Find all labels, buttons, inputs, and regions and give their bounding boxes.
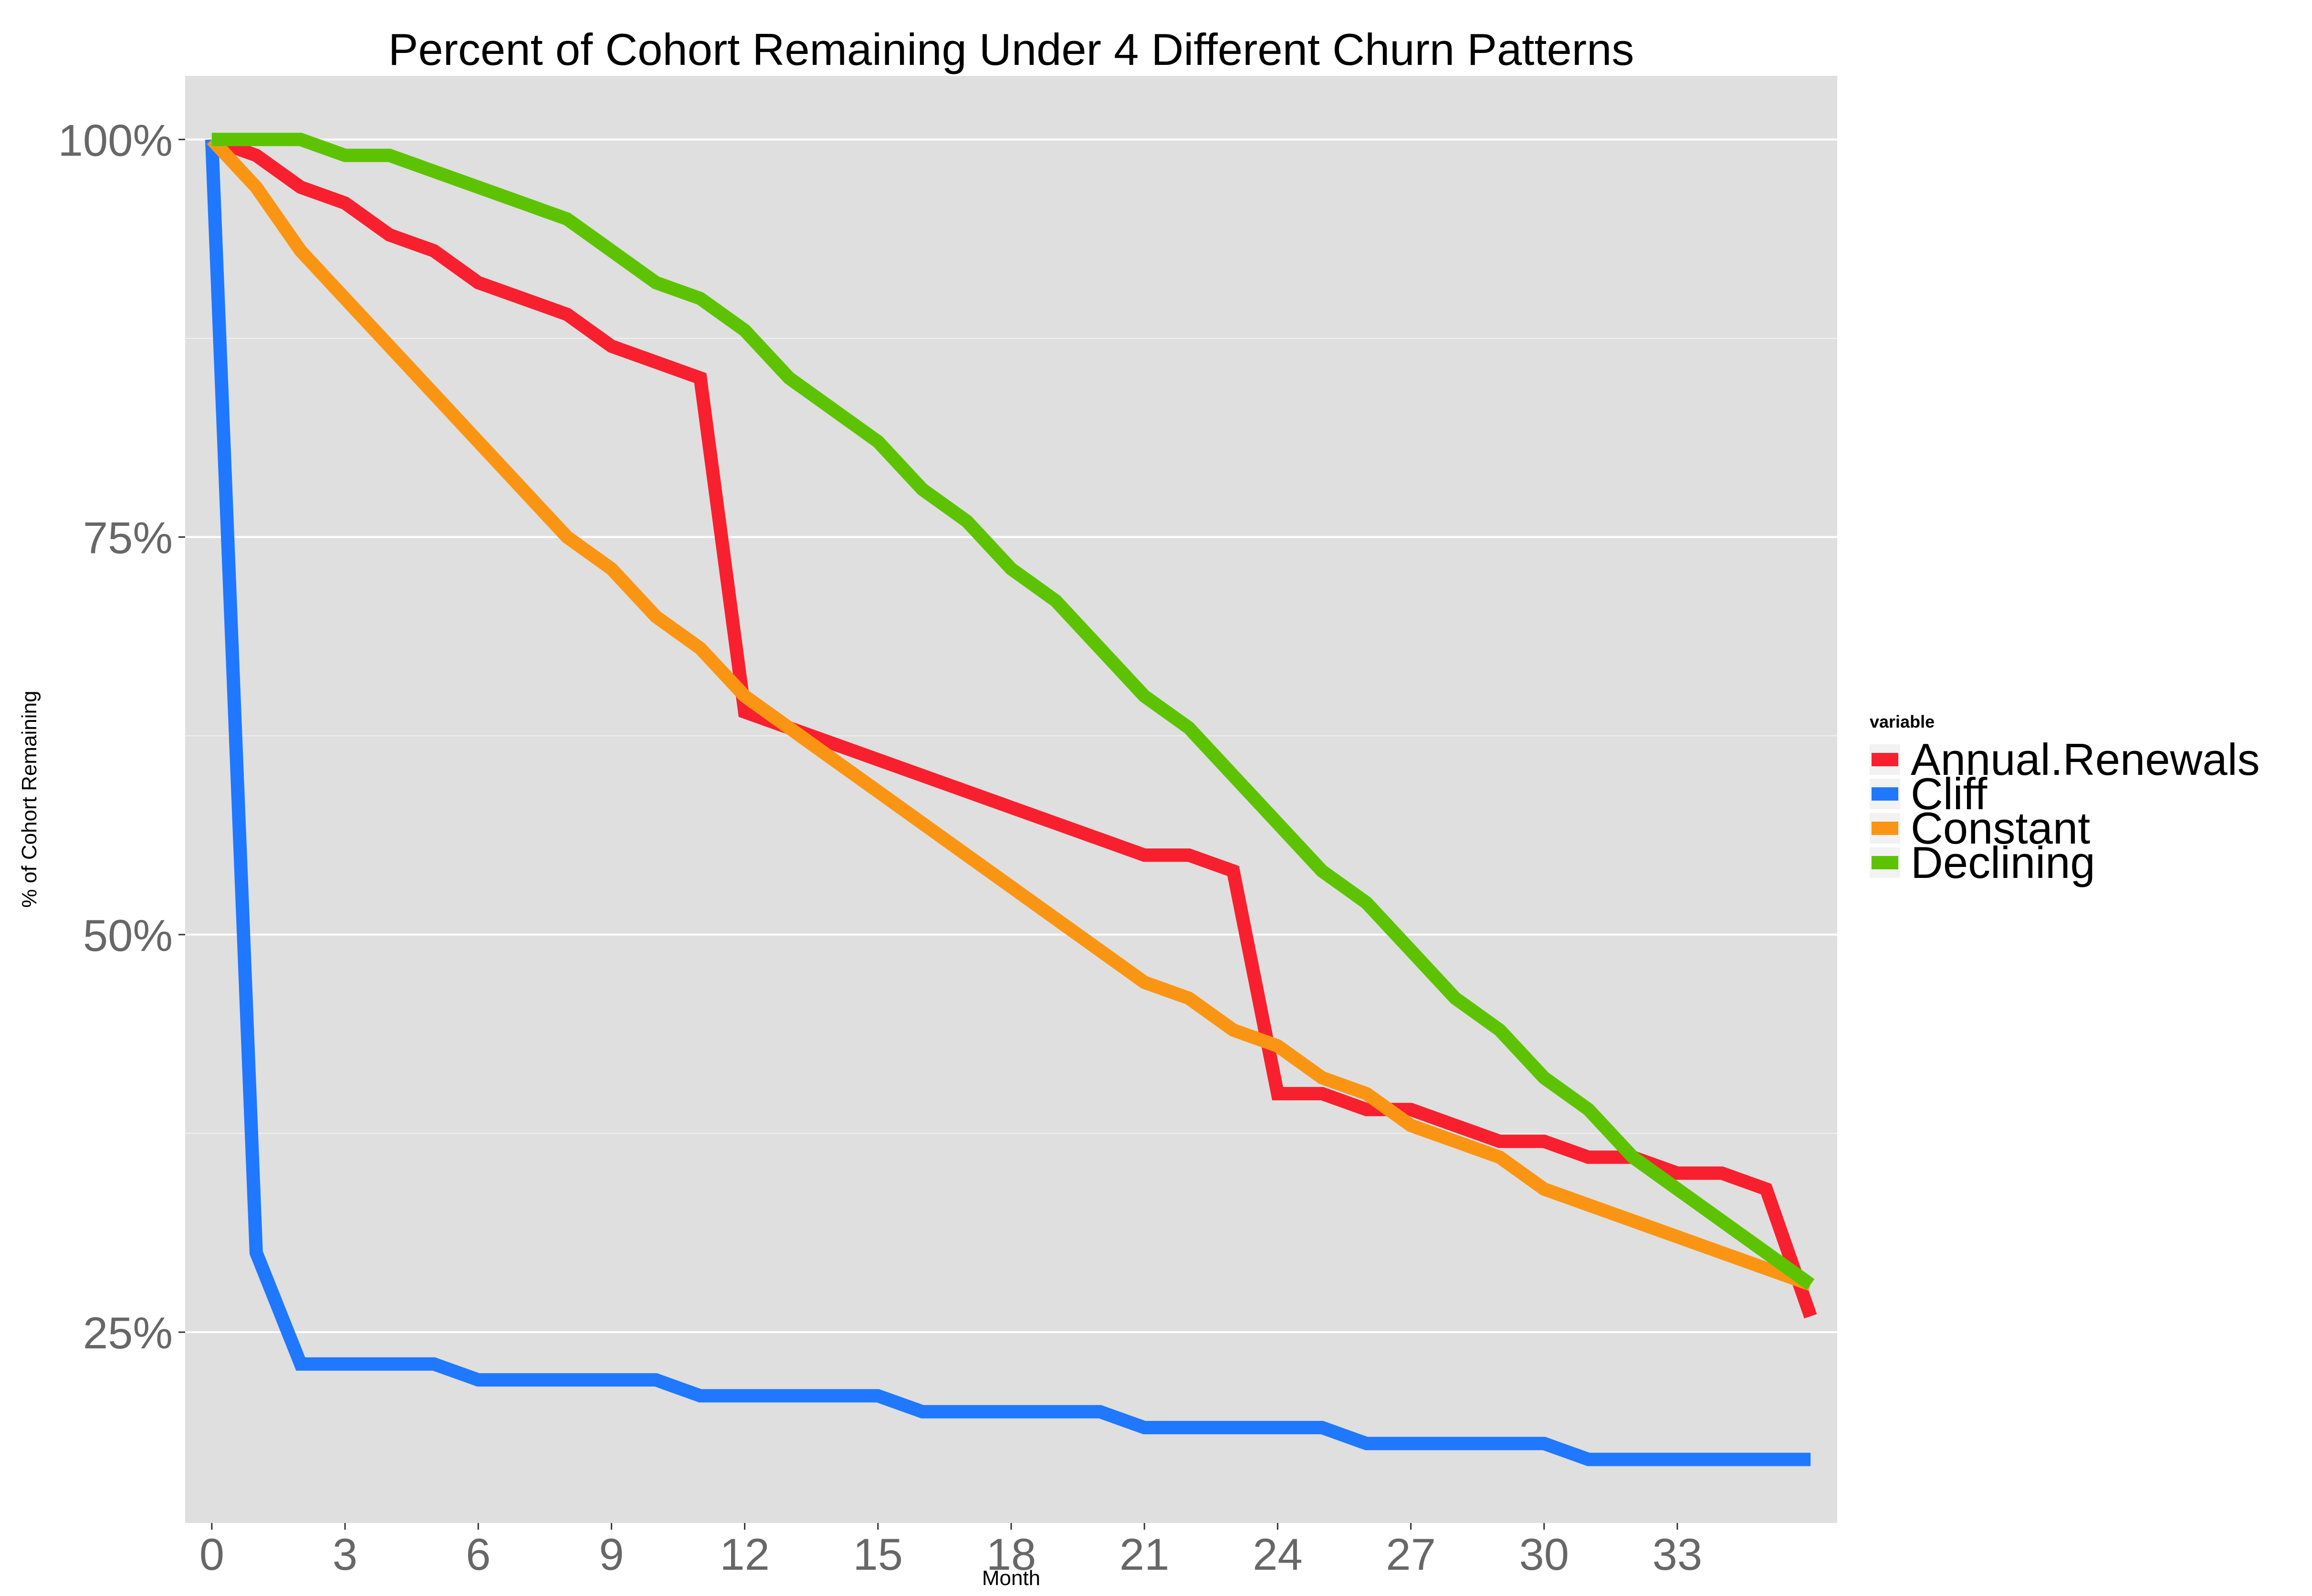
x-tick-label: 18 bbox=[986, 1529, 1036, 1579]
x-tick-label: 0 bbox=[199, 1529, 224, 1579]
minor-gridlines bbox=[185, 337, 1837, 1134]
y-tick-label: 75% bbox=[83, 513, 173, 563]
x-tick-label: 30 bbox=[1519, 1529, 1569, 1579]
plot-panel bbox=[185, 76, 1837, 1523]
x-axis: 0 3 6 9 12 15 18 21 24 27 30 33 bbox=[199, 1523, 1703, 1579]
y-axis: 25% 50% 75% 100% bbox=[58, 115, 185, 1358]
x-tick-label: 9 bbox=[599, 1529, 624, 1579]
series-line-annual-renewals bbox=[209, 133, 1817, 1319]
series-line-constant bbox=[207, 135, 1813, 1291]
legend-title: variable bbox=[1870, 712, 1935, 731]
y-tick-label: 50% bbox=[83, 910, 173, 960]
series-line-declining bbox=[211, 133, 1815, 1290]
x-tick-label: 27 bbox=[1386, 1529, 1436, 1579]
x-axis-label: Month bbox=[982, 1566, 1040, 1590]
y-tick-label: 25% bbox=[83, 1308, 173, 1358]
legend-label: Cliff bbox=[1911, 769, 1988, 819]
x-tick-label: 24 bbox=[1253, 1529, 1303, 1579]
x-tick-label: 12 bbox=[720, 1529, 770, 1579]
major-gridlines bbox=[185, 138, 1837, 1334]
y-tick-label: 100% bbox=[58, 115, 173, 165]
x-tick-label: 3 bbox=[333, 1529, 357, 1579]
x-tick-label: 6 bbox=[466, 1529, 491, 1579]
x-tick-label: 33 bbox=[1653, 1529, 1703, 1579]
chart-title: Percent of Cohort Remaining Under 4 Diff… bbox=[388, 24, 1634, 74]
series-lines bbox=[205, 133, 1817, 1466]
legend-label: Annual.Renewals bbox=[1911, 734, 2260, 784]
x-tick-label: 15 bbox=[853, 1529, 903, 1579]
legend-label: Declining bbox=[1911, 837, 2095, 887]
legend-label: Constant bbox=[1911, 803, 2090, 853]
x-tick-label: 21 bbox=[1119, 1529, 1170, 1579]
y-axis-label: % of Cohort Remaining bbox=[18, 691, 41, 908]
legend: variable Annual.RenewalsCliffConstantDec… bbox=[1870, 712, 2260, 887]
series-line-cliff bbox=[205, 139, 1811, 1466]
